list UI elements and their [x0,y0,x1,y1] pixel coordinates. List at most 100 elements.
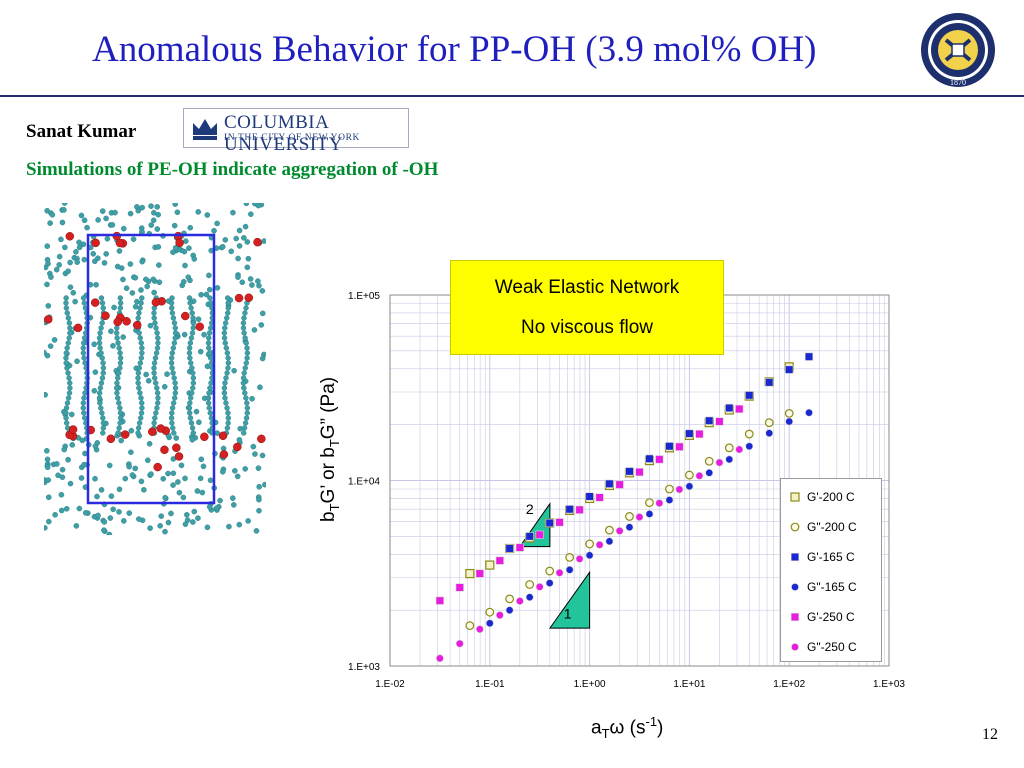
chain-atom [117,420,123,426]
header-divider [0,95,1024,97]
chain-atom [65,315,72,321]
axis-tick-labels: 1.E-02 1.E-01 1.E+00 1.E+01 1.E+02 1.E+03 1.E+… [348,291,905,690]
atom [172,244,179,251]
atom [44,525,48,531]
atom [91,341,97,348]
data-point-series-1 [724,443,734,453]
atom [135,207,142,214]
atom [148,203,154,209]
chain-atom [138,415,144,421]
atom [243,203,250,207]
chain-atom [113,330,120,336]
chain-atom [241,315,247,321]
atom [111,304,117,311]
chain-atom [221,385,228,391]
atom [191,256,198,262]
data-point-series-0 [485,560,495,570]
atom [191,508,198,515]
atom [44,391,48,398]
atom [68,411,75,418]
atom [144,283,151,290]
chain-atom [169,295,175,301]
atom [112,209,118,216]
data-point-series-2 [685,429,694,438]
hydroxyl-atom [90,298,100,307]
chain-atom [207,295,213,301]
atom [244,239,251,245]
atom [120,225,127,232]
chain-atom [190,375,197,381]
chain-atom [63,355,69,361]
slope-1-label: 1 [564,606,572,622]
data-point-series-2 [625,467,634,476]
atom [139,228,145,235]
simulation-box-outline [86,233,216,505]
chain-atom [97,345,103,351]
atom [93,281,99,288]
atom [219,243,226,250]
data-point-series-4 [455,583,464,592]
atom [44,464,51,471]
atom [181,331,188,338]
atom [132,465,139,472]
atom [204,524,211,531]
legend-label: G"-250 C [807,640,857,654]
atom [128,427,135,434]
data-point-series-3 [605,537,614,546]
atom [78,212,85,219]
chain-atom [170,425,176,431]
data-point-series-1 [764,418,774,428]
atom [182,262,188,269]
atom [98,487,105,493]
data-point-series-3 [705,468,714,477]
atom [230,209,236,216]
atom [128,449,134,456]
chain-atom [100,415,106,421]
atom [150,217,157,224]
chain-atom [115,375,121,381]
atom [232,468,238,474]
chain-atom [81,410,87,416]
chain-atom [242,310,248,316]
atom [59,466,66,473]
atom [151,289,157,296]
chain-atom [225,410,231,416]
atom [239,279,246,286]
atom [186,245,192,251]
atom [132,274,139,281]
atom [116,486,123,493]
chain-atom [97,330,103,336]
data-point-series-3 [745,442,754,451]
chain-atom [243,340,249,346]
x-axis-label: aTω (s-1) [591,714,664,742]
chain-atom [243,415,250,421]
data-point-series-3 [805,408,813,417]
atom [233,235,239,242]
data-point-series-1 [605,525,614,535]
chain-atom [65,340,71,346]
atom [138,287,144,293]
atom [150,276,157,283]
chain-atom [135,375,141,381]
atom [58,507,65,514]
atom [129,290,136,296]
atom [241,235,247,241]
data-point-series-0 [465,568,475,579]
x-tick-label: 1.E+01 [673,679,705,690]
chain-atom [139,405,145,411]
chain-atom [99,375,106,381]
data-point-series-4 [655,455,664,464]
atom [67,284,74,290]
atom [58,491,65,498]
atom [127,261,134,267]
atom [204,363,211,370]
molecular-simulation-image [44,203,266,535]
atom [154,226,161,232]
atom [262,481,266,488]
atom [194,488,201,494]
data-point-series-1 [665,484,674,494]
x-tick-label: 1.E+03 [873,679,905,690]
atom [47,343,54,349]
chain-atom [153,410,159,416]
atom [110,506,116,513]
